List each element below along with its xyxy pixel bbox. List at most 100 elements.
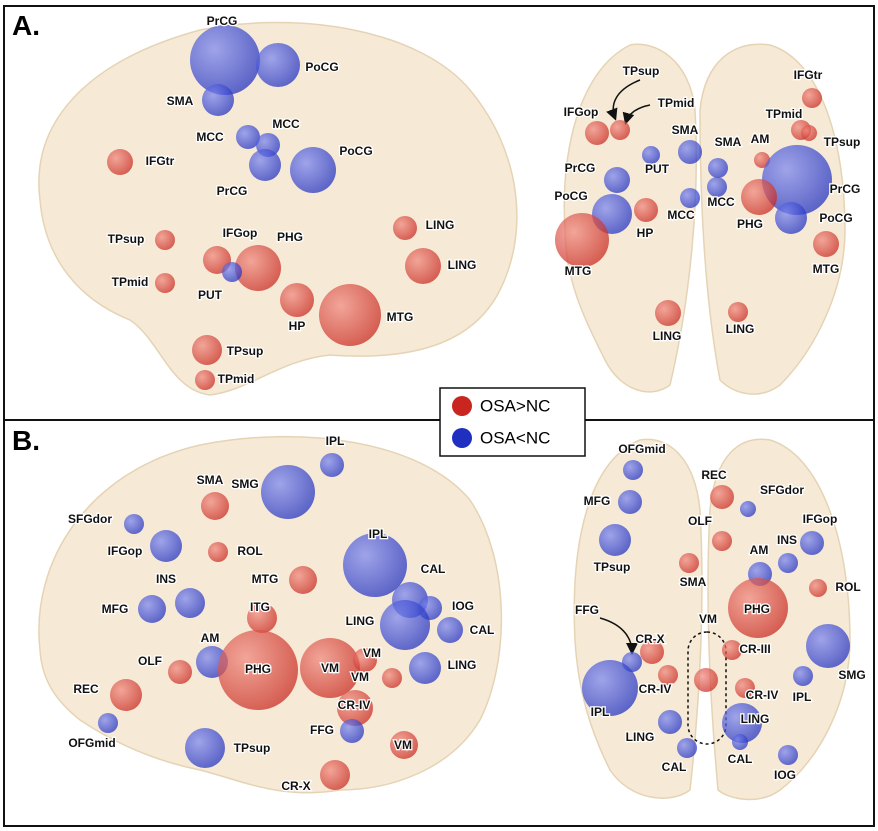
node-label: MTG	[813, 262, 840, 276]
node-sphere	[195, 370, 215, 390]
node-label: TPsup	[234, 741, 271, 755]
node-sphere	[813, 231, 839, 257]
node-label: IFGop	[803, 512, 838, 526]
node-sphere	[235, 245, 281, 291]
node-sphere	[722, 703, 762, 743]
node-label: PUT	[198, 288, 223, 302]
node-sphere	[712, 531, 732, 551]
node-label: LING	[346, 614, 375, 628]
node-label: IPL	[326, 434, 345, 448]
node-label: ROL	[835, 580, 860, 594]
node-label: PHG	[245, 662, 271, 676]
arrow	[606, 79, 641, 121]
node-sphere	[722, 640, 742, 660]
node-sphere	[320, 453, 344, 477]
node-sphere	[256, 43, 300, 87]
node-label: SMA	[197, 473, 224, 487]
node-sphere	[168, 660, 192, 684]
node-sphere	[380, 600, 430, 650]
node-sphere	[340, 719, 364, 743]
node-sphere	[190, 25, 260, 95]
node-sphere	[390, 731, 418, 759]
node-sphere	[623, 460, 643, 480]
node-label: SMG	[838, 668, 865, 682]
node-sphere	[800, 531, 824, 555]
node-sphere	[677, 738, 697, 758]
node-label: LING	[426, 218, 455, 232]
node-label: VM	[321, 661, 339, 675]
node-sphere	[728, 578, 788, 638]
node-label: TPmid	[112, 275, 149, 289]
node-label: PHG	[744, 602, 770, 616]
brain-top	[573, 438, 851, 801]
node-sphere	[409, 652, 441, 684]
node-sphere	[124, 514, 144, 534]
node-label: REC	[73, 682, 99, 696]
node-label: LING	[626, 730, 655, 744]
legend-swatch	[452, 428, 472, 448]
node-label: FFG	[575, 603, 599, 617]
node-label: LING	[653, 329, 682, 343]
node-label: PoCG	[339, 144, 372, 158]
node-label: MTG	[252, 572, 279, 586]
node-sphere	[218, 630, 298, 710]
node-label: LING	[448, 658, 477, 672]
node-label: HP	[289, 319, 306, 333]
node-sphere	[806, 624, 850, 668]
node-sphere	[604, 167, 630, 193]
node-sphere	[618, 490, 642, 514]
node-label: CR-III	[739, 642, 770, 656]
node-sphere	[289, 566, 317, 594]
node-label: MFG	[584, 494, 611, 508]
node-sphere	[640, 640, 664, 664]
brain-lateral	[38, 21, 518, 396]
node-sphere	[793, 666, 813, 686]
node-sphere	[735, 678, 755, 698]
node-sphere	[319, 284, 381, 346]
node-sphere	[320, 760, 350, 790]
node-sphere	[585, 121, 609, 145]
node-label: PrCG	[207, 14, 238, 28]
node-label: TPsup	[594, 560, 631, 574]
node-label: IFGtr	[794, 68, 823, 82]
node-label: PoCG	[554, 189, 587, 203]
node-label: IPL	[591, 705, 610, 719]
node-label: REC	[701, 468, 727, 482]
node-label: TPmid	[658, 96, 695, 110]
node-sphere	[280, 283, 314, 317]
node-label: INS	[156, 572, 176, 586]
legend-swatch	[452, 396, 472, 416]
node-label: VM	[699, 612, 717, 626]
node-sphere	[382, 668, 402, 688]
node-sphere	[290, 147, 336, 193]
node-label: LING	[448, 258, 477, 272]
node-label: SFGdor	[68, 512, 112, 526]
node-sphere	[708, 158, 728, 178]
node-sphere	[107, 149, 133, 175]
node-sphere	[150, 530, 182, 562]
node-sphere	[201, 492, 229, 520]
node-sphere	[802, 88, 822, 108]
node-label: IOG	[774, 768, 796, 782]
node-label: MCC	[707, 195, 735, 209]
node-sphere	[300, 638, 360, 698]
node-label: VM	[363, 646, 381, 660]
node-label: ROL	[237, 544, 262, 558]
node-label: TPsup	[623, 64, 660, 78]
node-label: IOG	[452, 599, 474, 613]
node-sphere	[582, 660, 638, 716]
node-label: CR-X	[635, 632, 664, 646]
node-label: OFGmid	[68, 736, 115, 750]
node-sphere	[599, 524, 631, 556]
node-label: PHG	[277, 230, 303, 244]
node-sphere	[680, 188, 700, 208]
node-label: PrCG	[565, 161, 596, 175]
node-label: SMA	[167, 94, 194, 108]
node-sphere	[707, 177, 727, 197]
node-sphere	[138, 595, 166, 623]
node-sphere	[778, 745, 798, 765]
node-label: CR-IV	[746, 688, 779, 702]
node-label: TPsup	[824, 135, 861, 149]
node-label: IPL	[369, 527, 388, 541]
